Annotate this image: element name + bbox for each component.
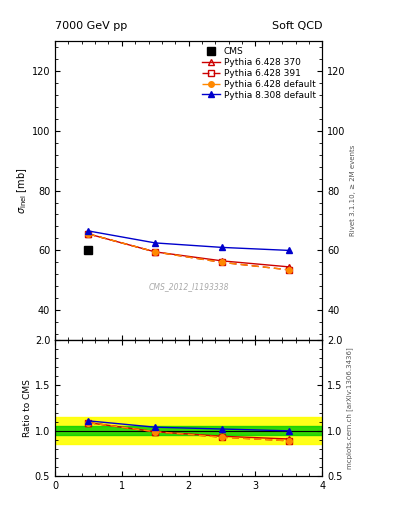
Pythia 6.428 default [286,267,291,273]
Pythia 8.308 default [86,228,91,234]
Legend: CMS, Pythia 6.428 370, Pythia 6.428 391, Pythia 6.428 default, Pythia 8.308 defa: CMS, Pythia 6.428 370, Pythia 6.428 391,… [200,46,318,101]
Pythia 6.428 370 [220,258,224,264]
Pythia 6.428 370 [286,264,291,270]
Pythia 8.308 default [220,244,224,250]
Y-axis label: Ratio to CMS: Ratio to CMS [23,379,32,437]
Pythia 6.428 default [220,259,224,265]
Pythia 8.308 default [153,240,158,246]
Pythia 6.428 391 [86,231,91,237]
Pythia 8.308 default [286,247,291,253]
Pythia 6.428 default [153,249,158,255]
Line: Pythia 8.308 default: Pythia 8.308 default [86,228,292,253]
Pythia 6.428 391 [286,267,291,273]
Line: Pythia 6.428 370: Pythia 6.428 370 [86,231,292,270]
Pythia 6.428 391 [153,249,158,255]
Bar [55,417,322,444]
Line: Pythia 6.428 391: Pythia 6.428 391 [86,231,292,272]
Pythia 6.428 default [86,231,91,237]
Pythia 6.428 370 [153,249,158,255]
Text: CMS_2012_I1193338: CMS_2012_I1193338 [149,282,229,291]
Text: 7000 GeV pp: 7000 GeV pp [55,20,127,31]
Y-axis label: Rivet 3.1.10, ≥ 2M events: Rivet 3.1.10, ≥ 2M events [350,145,356,236]
Pythia 6.428 391 [220,259,224,265]
Bar [55,426,322,435]
Pythia 6.428 370 [86,231,91,237]
Y-axis label: $\sigma_{\rm inel}$ [mb]: $\sigma_{\rm inel}$ [mb] [15,167,29,214]
Text: Soft QCD: Soft QCD [272,20,322,31]
Y-axis label: mcplots.cern.ch [arXiv:1306.3436]: mcplots.cern.ch [arXiv:1306.3436] [347,347,353,469]
Line: Pythia 6.428 default: Pythia 6.428 default [86,231,292,272]
